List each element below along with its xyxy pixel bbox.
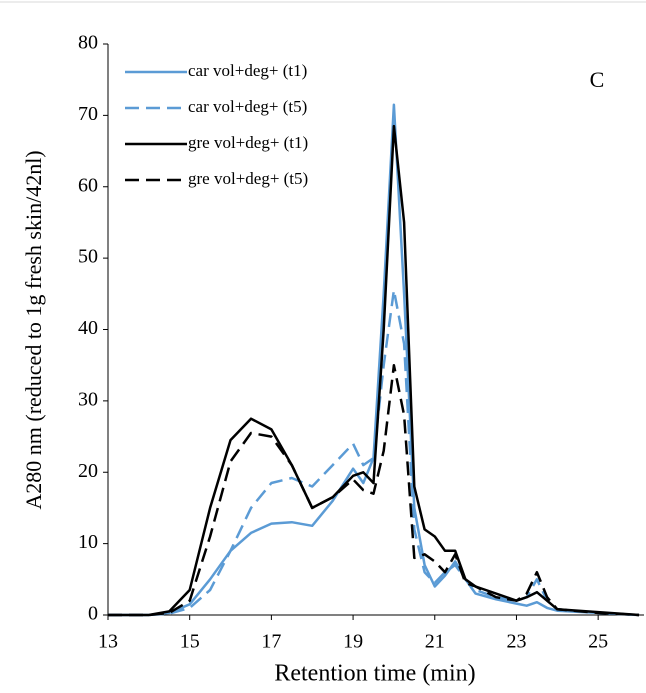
- x-tick-label: 19: [343, 631, 363, 653]
- legend-label: gre vol+deg+ (t1): [188, 133, 308, 152]
- y-tick-label: 0: [88, 603, 98, 625]
- y-tick-label: 50: [78, 246, 98, 268]
- series-line: [108, 103, 640, 617]
- x-tick-label: 21: [425, 631, 445, 653]
- x-tick-label: 17: [261, 631, 281, 653]
- y-tick-label: 80: [78, 32, 98, 54]
- series-line: [108, 363, 640, 617]
- legend-label: car vol+deg+ (t5): [188, 97, 307, 116]
- legend-label: car vol+deg+ (t1): [188, 61, 307, 80]
- x-tick-label: 13: [98, 631, 118, 653]
- legend-label: gre vol+deg+ (t5): [188, 169, 308, 188]
- y-tick-label: 70: [78, 103, 98, 125]
- y-tick-label: 60: [78, 174, 98, 196]
- y-tick-label: 40: [78, 317, 98, 339]
- x-tick-label: 23: [506, 631, 526, 653]
- y-tick-label: 20: [78, 460, 98, 482]
- x-tick-label: 15: [180, 631, 200, 653]
- x-tick-label: 25: [588, 631, 608, 653]
- series-line: [108, 124, 640, 617]
- y-tick-label: 30: [78, 388, 98, 410]
- x-axis-label: Retention time (min): [274, 661, 475, 687]
- y-tick-label: 10: [78, 531, 98, 553]
- y-axis-label: A280 nm (reduced to 1g fresh skin/42nl): [21, 150, 46, 509]
- panel-label: C: [590, 67, 605, 92]
